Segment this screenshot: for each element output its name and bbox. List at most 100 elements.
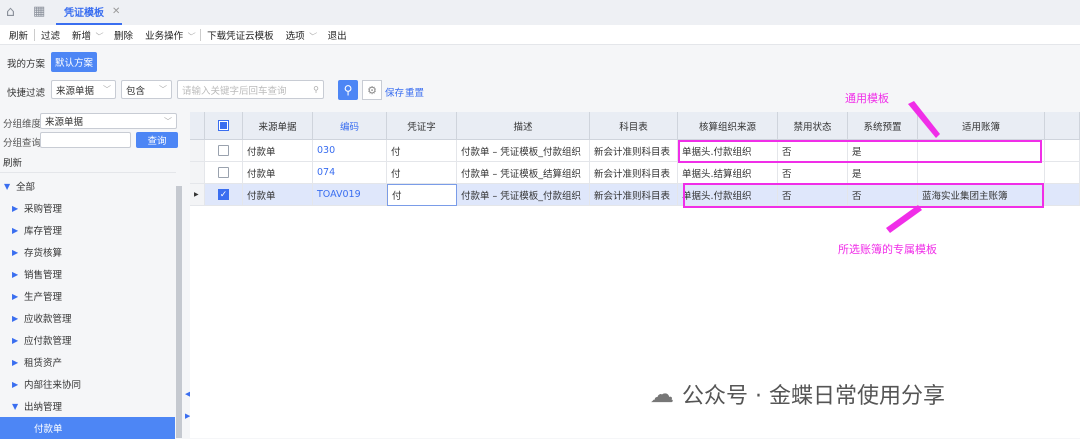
query-button[interactable]: 查询 xyxy=(136,132,178,148)
search-icon: ⚲ xyxy=(313,85,319,94)
table-cell: 否 xyxy=(778,184,848,206)
tree-item[interactable]: ▼ 出纳管理 xyxy=(0,395,175,417)
search-button[interactable]: ⚲ xyxy=(338,80,358,100)
group-dim-select[interactable]: 来源单据 ﹀ xyxy=(40,113,177,129)
table-cell: 付 xyxy=(387,184,457,206)
group-dim-label: 分组维度 xyxy=(3,119,42,130)
select-all-checkbox[interactable] xyxy=(205,112,243,140)
row-indicator-header xyxy=(190,112,205,140)
table-cell: 付款单 – 凭证模板_结算组织 xyxy=(457,162,590,184)
filter-op-select[interactable]: 包含 ﹀ xyxy=(121,80,172,99)
table-cell: 否 xyxy=(848,184,918,206)
column-header[interactable]: 适用账簿 xyxy=(918,112,1045,140)
reset-link[interactable]: 重置 xyxy=(405,88,425,99)
keyword-search-input[interactable]: 请输入关键字后回车查询 ⚲ xyxy=(177,80,324,99)
column-header[interactable]: 科目表 xyxy=(590,112,678,140)
caret-right-icon[interactable]: ▶ xyxy=(12,291,19,301)
general-template-annotation: 通用模板 xyxy=(845,92,889,105)
chevron-down-icon: ﹀ xyxy=(186,31,195,41)
tree-item-label: 租赁资产 xyxy=(24,358,63,369)
tree-item[interactable]: ▶ 应付款管理 xyxy=(0,329,175,351)
tree-item[interactable]: ▶ 销售管理 xyxy=(0,263,175,285)
caret-right-icon[interactable]: ▶ xyxy=(12,247,19,257)
row-checkbox[interactable] xyxy=(205,162,243,184)
arrow-to-exclusive xyxy=(886,205,922,233)
exit-button[interactable]: 退出 xyxy=(327,30,347,42)
table-cell: 付款单 xyxy=(243,184,313,206)
wechat-watermark: ☁ 公众号 · 金蝶日常使用分享 xyxy=(650,380,945,409)
caret-right-icon[interactable]: ▶ xyxy=(12,335,19,345)
group-sidebar: 分组维度 来源单据 ﹀ 分组查询 查询 刷新 ▼ 全部 ▶ 采购管理 ▶ 库存管理 ▶ 存货核算… xyxy=(0,110,190,439)
tree-item-label: 应收款管理 xyxy=(24,314,72,325)
column-header[interactable]: 来源单据 xyxy=(243,112,313,140)
row-checkbox[interactable] xyxy=(205,140,243,162)
scrollbar[interactable] xyxy=(176,186,182,438)
tree-item-label: 库存管理 xyxy=(24,226,63,237)
caret-right-icon[interactable]: ▶ xyxy=(12,357,19,367)
tab-voucher-template[interactable]: 凭证模板 ✕ xyxy=(56,0,122,25)
table-cell[interactable]: 074 xyxy=(313,162,387,184)
tree-item[interactable]: ▼ 全部 xyxy=(0,175,175,197)
table-cell: 付款单 – 凭证模板_付款组织 xyxy=(457,140,590,162)
wechat-icon: ☁ xyxy=(650,380,674,408)
caret-right-icon[interactable]: ▶ xyxy=(12,203,19,213)
download-cloud-template-button[interactable]: 下载凭证云模板 xyxy=(207,30,274,42)
column-header[interactable]: 凭证字 xyxy=(387,112,457,140)
tree-item-label: 采购管理 xyxy=(24,204,63,215)
row-checkbox[interactable]: ✓ xyxy=(205,184,243,206)
caret-right-icon[interactable]: ▶ xyxy=(12,379,19,389)
chevron-down-icon: ﹀ xyxy=(103,85,111,94)
chevron-down-icon: ﹀ xyxy=(307,31,316,41)
table-cell[interactable]: TOAV019 xyxy=(313,184,387,206)
collapse-left-icon[interactable]: ◀ xyxy=(185,390,191,398)
tree-item[interactable]: ▶ 租赁资产 xyxy=(0,351,175,373)
column-header[interactable]: 编码 xyxy=(313,112,387,140)
table-cell: 新会计准则科目表 xyxy=(590,140,678,162)
tree-item[interactable]: ▶ 库存管理 xyxy=(0,219,175,241)
tree-refresh[interactable]: 刷新 xyxy=(3,158,23,169)
caret-down-icon[interactable]: ▼ xyxy=(4,181,11,191)
caret-right-icon[interactable]: ▶ xyxy=(12,225,19,235)
delete-button[interactable]: 删除 xyxy=(114,30,134,42)
home-icon[interactable]: ⌂ xyxy=(6,4,15,20)
column-header[interactable]: 系统预置 xyxy=(848,112,918,140)
tree-item[interactable]: 付款单 xyxy=(0,417,175,439)
gear-icon[interactable]: ⚙ xyxy=(362,80,382,100)
column-header[interactable]: 描述 xyxy=(457,112,590,140)
refresh-button[interactable]: 刷新 xyxy=(9,30,29,42)
filter-field-select[interactable]: 来源单据 ﹀ xyxy=(51,80,116,99)
tree-item[interactable]: ▶ 存货核算 xyxy=(0,241,175,263)
close-icon[interactable]: ✕ xyxy=(112,6,121,17)
caret-down-icon[interactable]: ▼ xyxy=(12,401,19,411)
expand-right-icon[interactable]: ▶ xyxy=(185,412,191,420)
options-button[interactable]: 选项 ﹀ xyxy=(285,30,316,42)
group-query-input[interactable] xyxy=(40,132,131,148)
table-cell: 新会计准则科目表 xyxy=(590,184,678,206)
tab-bar: ⌂ ▦ 凭证模板 ✕ xyxy=(0,0,1080,25)
filter-button[interactable]: 过滤 xyxy=(41,30,61,42)
table-cell: 新会计准则科目表 xyxy=(590,162,678,184)
chevron-down-icon: ﹀ xyxy=(159,85,167,94)
caret-right-icon[interactable]: ▶ xyxy=(12,313,19,323)
tree-item[interactable]: ▶ 采购管理 xyxy=(0,197,175,219)
tree-item-label: 全部 xyxy=(16,182,36,193)
tree-item[interactable]: ▶ 生产管理 xyxy=(0,285,175,307)
table-cell[interactable]: 030 xyxy=(313,140,387,162)
tree-item[interactable]: ▶ 应收款管理 xyxy=(0,307,175,329)
table-cell: 付款单 xyxy=(243,140,313,162)
quick-filter-label: 快捷过滤 xyxy=(7,88,46,99)
new-button[interactable]: 新增 ﹀ xyxy=(72,30,103,42)
caret-right-icon[interactable]: ▶ xyxy=(12,269,19,279)
save-link[interactable]: 保存 xyxy=(385,88,405,99)
default-scheme-button[interactable]: 默认方案 xyxy=(51,52,97,72)
tree-item-label: 应付款管理 xyxy=(24,336,72,347)
tree-item-label: 存货核算 xyxy=(24,248,63,259)
business-ops-button[interactable]: 业务操作 ﹀ xyxy=(145,30,195,42)
apps-grid-icon[interactable]: ▦ xyxy=(33,4,46,19)
chevron-down-icon: ﹀ xyxy=(164,116,172,126)
row-indicator xyxy=(190,162,205,184)
tree-item-label: 内部往来协同 xyxy=(24,380,82,391)
column-header[interactable]: 核算组织来源 xyxy=(678,112,778,140)
column-header[interactable]: 禁用状态 xyxy=(778,112,848,140)
tree-item[interactable]: ▶ 内部往来协同 xyxy=(0,373,175,395)
